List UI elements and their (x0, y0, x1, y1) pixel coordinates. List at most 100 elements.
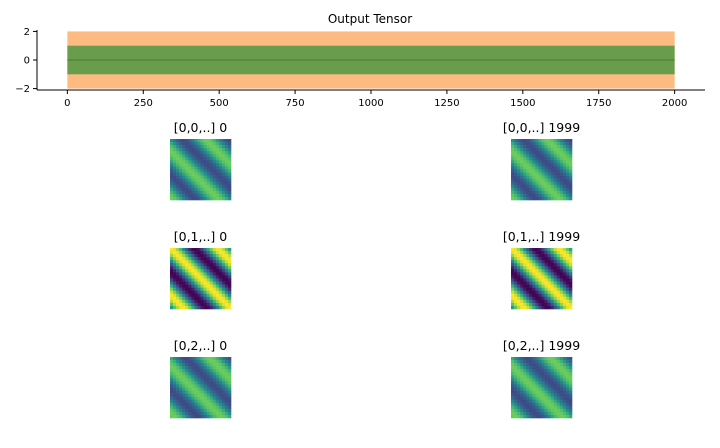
heatmap-cell (224, 178, 229, 182)
heatmap-cell (550, 148, 554, 152)
heatmap-cell (565, 293, 570, 298)
heatmap-cell (520, 196, 524, 201)
heatmap-cell (185, 275, 189, 279)
heatmap-cell (188, 260, 192, 264)
heatmap-cell (565, 257, 570, 261)
heatmap-cell (556, 278, 561, 282)
heatmap-cell (532, 411, 536, 416)
heatmap-cell (203, 299, 207, 304)
heatmap-cell (562, 372, 567, 376)
heatmap-cell (568, 278, 573, 282)
heatmap-cell (541, 142, 545, 146)
heatmap-cell (514, 293, 518, 298)
heatmap-cell (197, 254, 201, 258)
heatmap-cell (200, 266, 204, 270)
heatmap-cell (547, 402, 551, 407)
heatmap-cell (182, 160, 186, 164)
heatmap-cell (553, 272, 558, 276)
heatmap-cell (173, 145, 177, 149)
heatmap-cell (203, 278, 207, 282)
heatmap-cell (212, 399, 217, 404)
heatmap-cell (535, 366, 539, 370)
heatmap-cell (173, 193, 177, 198)
heatmap-cell (523, 151, 527, 155)
heatmap-cell (553, 396, 558, 400)
heatmap-cell (179, 378, 183, 382)
heatmap-cell (529, 254, 533, 258)
heatmap-cell (197, 193, 201, 198)
heatmap-cell (221, 175, 226, 179)
heatmap-cell (176, 266, 180, 270)
heatmap-cell (218, 175, 223, 179)
heatmap-cell (538, 299, 542, 304)
heatmap-cell (568, 175, 573, 179)
heatmap-cell (170, 366, 174, 370)
heatmap-cell (532, 272, 536, 276)
heatmap-cell (553, 405, 558, 410)
heatmap-cell (526, 278, 530, 282)
heatmap-cell (565, 187, 570, 192)
heatmap-cell (511, 272, 515, 276)
heatmap-cell (200, 399, 204, 404)
heatmap-cell (568, 390, 573, 394)
heatmap-cell (526, 257, 530, 261)
heatmap-cell (209, 148, 213, 152)
heatmap-cell (218, 248, 223, 252)
heatmap-cell (511, 281, 515, 285)
heatmap-cell (197, 175, 201, 179)
heatmap-cell (182, 275, 186, 279)
heatmap-cell (191, 299, 195, 304)
heatmap-cell (191, 263, 195, 267)
heatmap-cell (565, 184, 570, 189)
heatmap-cell (544, 302, 548, 307)
heatmap-cell (209, 405, 213, 410)
heatmap-cell (517, 269, 521, 273)
heatmap-cell (224, 384, 229, 388)
heatmap-cell (182, 175, 186, 179)
heatmap-cell (535, 305, 539, 310)
heatmap-cell (520, 251, 524, 255)
heatmap-cell (227, 178, 232, 182)
heatmap-cell (559, 157, 564, 161)
heatmap-title: [0,2,..] 0 (174, 338, 228, 353)
heatmap-cell (514, 284, 518, 288)
heatmap-cell (511, 360, 515, 364)
heatmap-cell (188, 193, 192, 198)
heatmap-cell (511, 260, 515, 264)
heatmap-cell (511, 287, 515, 291)
heatmap-cell (535, 181, 539, 186)
heatmap-cell (179, 142, 183, 146)
heatmap-cell (209, 293, 213, 298)
heatmap-cell (203, 257, 207, 261)
heatmap-cell (514, 260, 518, 264)
heatmap-cell (224, 360, 229, 364)
heatmap-cell (523, 299, 527, 304)
heatmap-cell (176, 414, 180, 419)
heatmap-cell (523, 166, 527, 170)
heatmap-cell (547, 278, 551, 282)
heatmap-cell (517, 369, 521, 373)
heatmap-cell (520, 299, 524, 304)
heatmap-cell (218, 369, 223, 373)
heatmap-cell (212, 184, 217, 189)
heatmap-cell (517, 387, 521, 391)
heatmap-cell (209, 257, 213, 261)
heatmap-cell (535, 148, 539, 152)
heatmap-cell (188, 163, 192, 167)
heatmap-cell (514, 299, 518, 304)
heatmap-cell (562, 139, 567, 143)
heatmap-cell (541, 266, 545, 270)
heatmap-cell (529, 396, 533, 400)
heatmap-cell (565, 290, 570, 295)
heatmap-cell (550, 366, 554, 370)
heatmap-cell (218, 408, 223, 413)
heatmap-cell (194, 251, 198, 255)
heatmap-cell (553, 193, 558, 198)
heatmap-cell (206, 160, 210, 164)
heatmap-cell (173, 263, 177, 267)
heatmap-cell (553, 163, 558, 167)
heatmap-cell (559, 302, 564, 307)
heatmap-cell (206, 142, 210, 146)
heatmap-cell (224, 299, 229, 304)
heatmap-cell (535, 278, 539, 282)
